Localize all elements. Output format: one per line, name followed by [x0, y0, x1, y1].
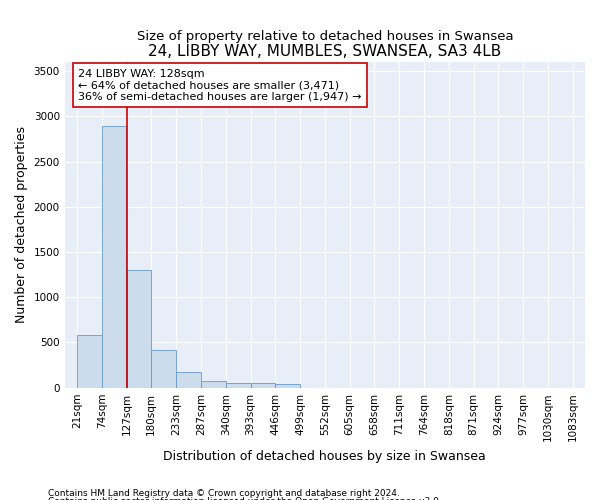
Bar [251, 383, 275, 388]
Text: Contains HM Land Registry data © Crown copyright and database right 2024.: Contains HM Land Registry data © Crown c… [48, 488, 400, 498]
Bar [226, 382, 251, 388]
Text: 24 LIBBY WAY: 128sqm
← 64% of detached houses are smaller (3,471)
36% of semi-de: 24 LIBBY WAY: 128sqm ← 64% of detached h… [79, 68, 362, 102]
Bar [275, 384, 300, 388]
X-axis label: Distribution of detached houses by size in Swansea: Distribution of detached houses by size … [163, 450, 486, 462]
Bar [102, 126, 127, 388]
Bar [77, 335, 101, 388]
Text: Contains public sector information licensed under the Open Government Licence v3: Contains public sector information licen… [48, 497, 442, 500]
Bar [201, 381, 226, 388]
Bar [127, 270, 151, 388]
Y-axis label: Number of detached properties: Number of detached properties [15, 126, 28, 324]
Bar [151, 350, 176, 388]
Title: Size of property relative to detached houses in Swansea: Size of property relative to detached ho… [137, 30, 513, 43]
Bar [176, 372, 200, 388]
Text: 24, LIBBY WAY, MUMBLES, SWANSEA, SA3 4LB: 24, LIBBY WAY, MUMBLES, SWANSEA, SA3 4LB [148, 44, 502, 59]
